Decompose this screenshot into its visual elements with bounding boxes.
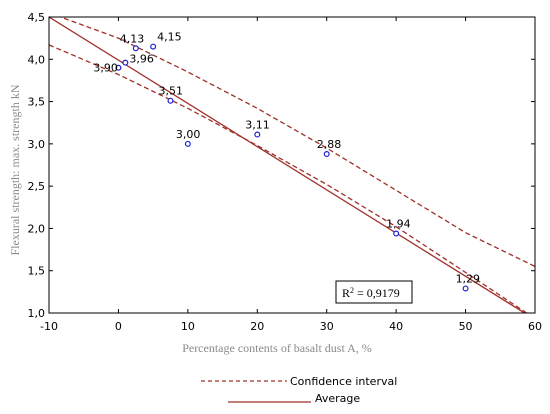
data-point-label: 3,00 bbox=[176, 128, 201, 141]
average-fit-line bbox=[49, 17, 525, 313]
data-point bbox=[167, 97, 174, 104]
data-point bbox=[254, 131, 261, 138]
data-point bbox=[393, 230, 400, 237]
x-axis-ticks: -10 0 10 20 30 40 50 60 bbox=[40, 17, 542, 333]
x-tick-label: 0 bbox=[115, 320, 122, 333]
data-point-label: 3,11 bbox=[245, 119, 269, 132]
y-axis-ticks: 1,0 1,5 2,0 2,5 3,0 3,5 4,0 4,5 bbox=[28, 11, 535, 320]
confidence-interval-lower-line bbox=[49, 44, 528, 313]
data-point bbox=[115, 64, 122, 71]
x-tick-label: 30 bbox=[320, 320, 334, 333]
y-tick-label: 1,0 bbox=[28, 307, 46, 320]
series-layer bbox=[49, 17, 535, 313]
y-tick-label: 2,0 bbox=[28, 222, 46, 235]
plot-area-frame bbox=[48, 16, 536, 314]
legend-average-label: Average bbox=[315, 392, 360, 405]
data-point-label: 3,90 bbox=[93, 62, 118, 75]
x-tick-label: 20 bbox=[250, 320, 264, 333]
data-point bbox=[184, 140, 191, 147]
data-point-label: 2,88 bbox=[317, 138, 342, 151]
x-tick-label: 50 bbox=[459, 320, 473, 333]
legend-confidence-interval-label: Confidence interval bbox=[290, 375, 397, 388]
data-point bbox=[150, 43, 157, 50]
x-tick-label: 40 bbox=[389, 320, 403, 333]
data-points bbox=[115, 43, 469, 292]
data-point-label: 1,29 bbox=[456, 272, 481, 285]
data-point bbox=[462, 285, 469, 292]
y-tick-label: 4,5 bbox=[28, 11, 46, 24]
data-point bbox=[323, 151, 330, 158]
confidence-interval-upper-line bbox=[58, 17, 535, 268]
data-point-label: 4,13 bbox=[120, 32, 144, 45]
data-point bbox=[132, 45, 139, 52]
x-tick-label: 60 bbox=[528, 320, 542, 333]
r-squared-annotation: R2 = 0,9179 bbox=[335, 280, 413, 304]
data-point-label: 3,96 bbox=[129, 53, 154, 66]
y-tick-label: 3,5 bbox=[28, 96, 46, 109]
data-point bbox=[122, 59, 129, 66]
y-tick-label: 1,5 bbox=[28, 265, 46, 278]
data-point-label: 4,15 bbox=[157, 31, 182, 44]
x-axis-title: Percentage contents of basalt dust A, % bbox=[182, 341, 372, 355]
y-tick-label: 3,0 bbox=[28, 138, 46, 151]
data-point-label: 3,51 bbox=[159, 85, 184, 98]
y-tick-label: 2,5 bbox=[28, 180, 46, 193]
r-squared-box bbox=[335, 280, 413, 304]
r-squared-text: R2 = 0,9179 bbox=[342, 286, 400, 301]
data-labels: 3,90 3,96 4,13 4,15 3,51 3,00 3,11 2,88 1,94 1,29 bbox=[93, 31, 480, 286]
legend: Confidence interval Average bbox=[201, 375, 397, 405]
y-tick-label: 4,0 bbox=[28, 53, 46, 66]
y-axis-title: Flexural strength: max. strength kN bbox=[8, 84, 22, 255]
data-point-label: 1,94 bbox=[386, 218, 411, 231]
x-tick-label: -10 bbox=[40, 320, 58, 333]
x-tick-label: 10 bbox=[181, 320, 195, 333]
